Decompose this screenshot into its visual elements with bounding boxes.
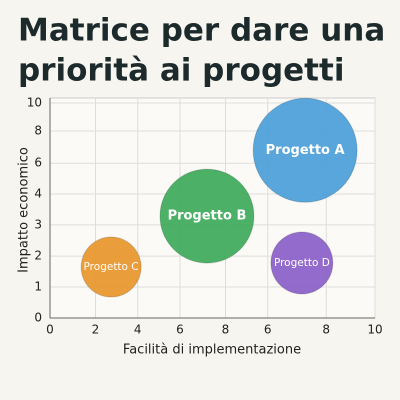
bubble-label: Progetto D [274,257,330,269]
bubble [252,97,358,203]
x-tick-label: 8 [222,323,230,337]
y-tick-label: 1 [34,280,42,294]
x-axis-label: Facilità di implementazione [123,343,301,358]
y-axis-label: Impatto economico [17,147,32,273]
bubble [159,168,255,264]
y-tick-label: 4 [34,186,42,200]
y-tick-label: 6 [34,156,42,170]
bubble-label: Progetto C [84,261,139,273]
x-tick-label: 8 [322,323,330,337]
bubble [270,231,334,295]
y-tick-label: 8 [34,123,42,137]
chart-title: priorità ai progetti [18,53,344,89]
chart-title: Matrice per dare una [18,13,385,49]
bubble-label: Progetto B [168,209,247,224]
x-tick-label: 10 [367,323,382,337]
x-tick-label: 2 [92,323,100,337]
x-tick-label: 0 [46,323,54,337]
x-tick-label: 6 [264,323,272,337]
x-tick-label: 4 [134,323,142,337]
y-tick-label: 0 [34,311,42,325]
bubble-label: Progetto A [266,143,345,158]
bubble [80,236,142,298]
x-tick-label: 6 [176,323,184,337]
y-tick-label: 2 [34,249,42,263]
y-tick-label: 10 [27,96,42,110]
y-tick-label: 3 [34,217,42,231]
